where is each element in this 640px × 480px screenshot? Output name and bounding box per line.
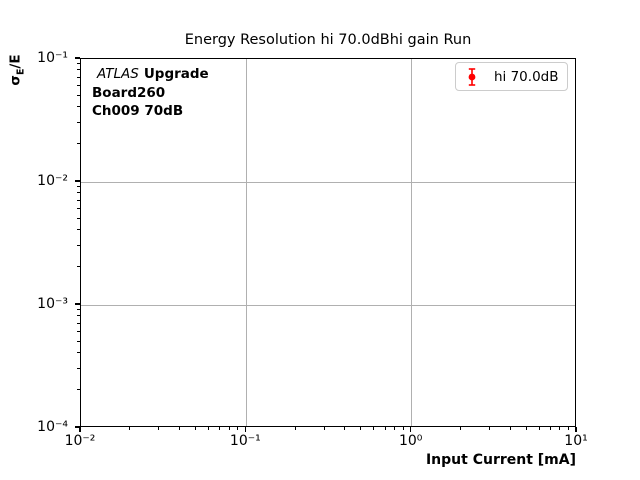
- y-tick-label: 10⁻¹: [37, 49, 68, 66]
- x-tick-label: 10¹: [564, 433, 588, 449]
- x-minor-tick: [208, 427, 210, 430]
- errorbar-point: [468, 73, 476, 80]
- x-minor-tick: [237, 427, 239, 430]
- y-minor-tick: [77, 340, 80, 342]
- y-minor-tick: [77, 217, 80, 219]
- x-axis-label: Input Current [mA]: [425, 452, 576, 468]
- errorbar-marker-icon: [468, 67, 476, 86]
- y-minor-tick: [77, 322, 80, 324]
- atlas-label: ATLAS: [97, 66, 139, 82]
- annotation-line-2: Board260: [92, 84, 166, 101]
- x-minor-tick: [402, 427, 404, 430]
- x-minor-tick: [384, 427, 386, 430]
- x-minor-tick: [525, 427, 527, 430]
- x-minor-tick: [567, 427, 569, 430]
- y-minor-tick: [77, 76, 80, 78]
- x-major-tick: [410, 427, 412, 432]
- x-minor-tick: [129, 427, 131, 430]
- y-minor-tick: [77, 266, 80, 268]
- y-minor-tick: [77, 84, 80, 86]
- y-tick-label: 10⁻²: [37, 172, 68, 189]
- x-gridline: [245, 59, 247, 426]
- y-gridline: [81, 181, 575, 183]
- x-major-tick: [575, 427, 577, 432]
- x-minor-tick: [360, 427, 362, 430]
- y-minor-tick: [77, 63, 80, 65]
- y-minor-tick: [77, 192, 80, 194]
- y-minor-tick: [77, 367, 80, 369]
- x-minor-tick: [158, 427, 160, 430]
- x-minor-tick: [323, 427, 325, 430]
- y-major-tick: [75, 303, 80, 305]
- x-tick-label: 10⁻²: [64, 433, 96, 449]
- plot-area: ATLAS Upgrade Board260 Ch009 70dB hi 70.0…: [80, 58, 576, 427]
- y-minor-tick: [77, 69, 80, 71]
- y-tick-label: 10⁻⁴: [37, 418, 68, 435]
- x-minor-tick: [294, 427, 296, 430]
- y-axis-label: σE/E: [8, 54, 27, 85]
- y-minor-tick: [77, 121, 80, 123]
- x-minor-tick: [373, 427, 375, 430]
- y-major-tick: [75, 180, 80, 182]
- x-major-tick: [244, 427, 246, 432]
- y-minor-tick: [77, 389, 80, 391]
- y-gridline: [81, 304, 575, 306]
- y-minor-tick: [77, 229, 80, 231]
- annotation-line-1: ATLAS Upgrade: [97, 65, 209, 84]
- y-minor-tick: [77, 207, 80, 209]
- chart-title: Energy Resolution hi 70.0dBhi gain Run: [184, 32, 472, 48]
- y-minor-tick: [77, 94, 80, 96]
- x-minor-tick: [509, 427, 511, 430]
- x-minor-tick: [549, 427, 551, 430]
- legend: hi 70.0dB: [455, 62, 568, 91]
- x-minor-tick: [195, 427, 197, 430]
- y-major-tick: [75, 426, 80, 428]
- y-tick-label: 10⁻³: [37, 295, 68, 312]
- x-minor-tick: [179, 427, 181, 430]
- y-minor-tick: [77, 315, 80, 317]
- y-minor-tick: [77, 186, 80, 188]
- x-major-tick: [79, 427, 81, 432]
- y-minor-tick: [77, 352, 80, 354]
- y-minor-tick: [77, 143, 80, 145]
- y-axis-label-subscript: E: [15, 68, 27, 76]
- y-major-tick: [75, 57, 80, 59]
- x-minor-tick: [559, 427, 561, 430]
- x-gridline: [411, 59, 413, 426]
- annotation-block: ATLAS Upgrade Board260 Ch009 70dB: [92, 65, 209, 121]
- annotation-line-3: Ch009 70dB: [92, 103, 184, 119]
- y-axis-label-rest: /E: [7, 54, 24, 69]
- x-minor-tick: [459, 427, 461, 430]
- x-minor-tick: [538, 427, 540, 430]
- x-minor-tick: [489, 427, 491, 430]
- x-tick-label: 10⁰: [398, 433, 423, 449]
- y-minor-tick: [77, 309, 80, 311]
- x-tick-label: 10⁻¹: [229, 433, 261, 449]
- upgrade-label: Upgrade: [143, 66, 209, 82]
- y-minor-tick: [77, 199, 80, 201]
- x-minor-tick: [394, 427, 396, 430]
- x-minor-tick: [219, 427, 221, 430]
- y-minor-tick: [77, 330, 80, 332]
- x-minor-tick: [228, 427, 230, 430]
- legend-label: hi 70.0dB: [494, 68, 559, 85]
- y-minor-tick: [77, 244, 80, 246]
- y-minor-tick: [77, 106, 80, 108]
- y-axis-label-sigma: σ: [7, 75, 24, 86]
- x-minor-tick: [344, 427, 346, 430]
